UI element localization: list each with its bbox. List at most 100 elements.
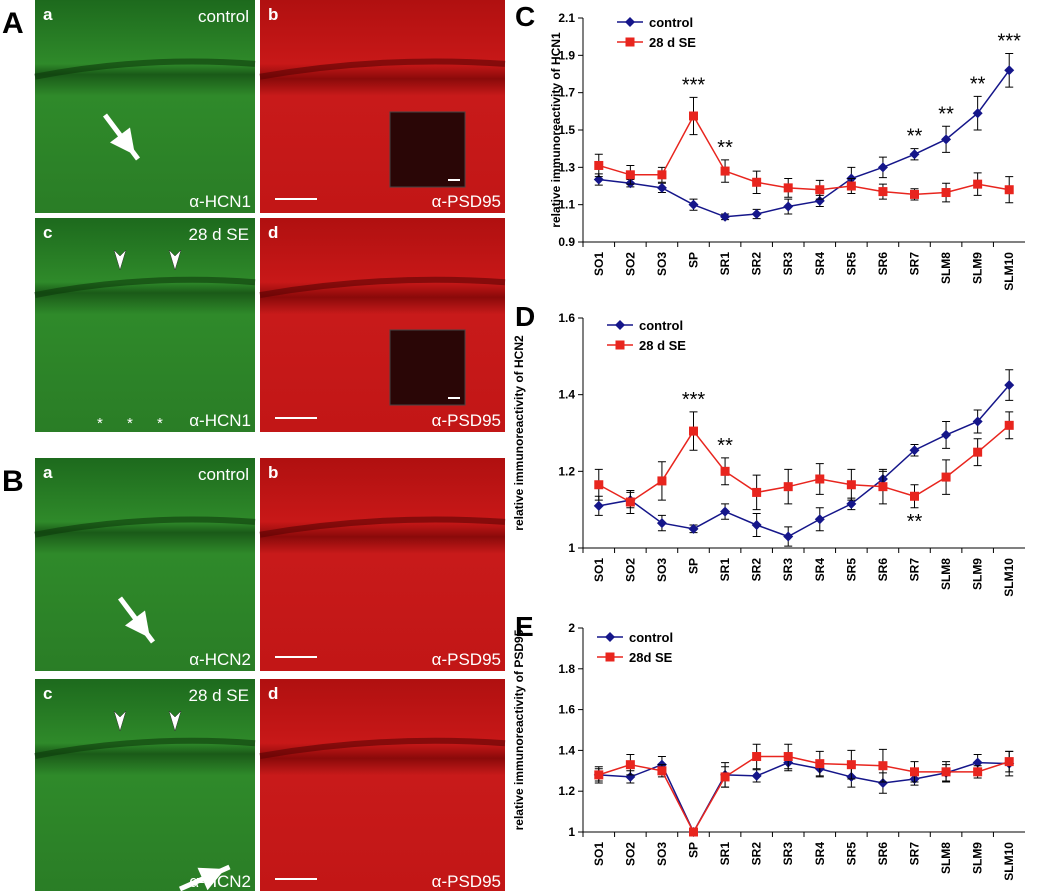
y-tick-label: 1.5 — [558, 123, 575, 137]
x-tick-label: SR4 — [813, 558, 827, 582]
data-point — [877, 162, 888, 173]
data-point — [910, 767, 919, 777]
data-point — [689, 426, 698, 436]
x-tick-label: SLM10 — [1002, 558, 1016, 597]
data-point — [605, 652, 615, 662]
asterisk-mark: * — [157, 415, 163, 432]
y-tick-label: 1.7 — [558, 86, 575, 100]
x-tick-label: SR6 — [876, 842, 890, 866]
y-tick-label: 1.9 — [558, 48, 575, 62]
arrowhead — [168, 710, 182, 732]
data-point — [783, 531, 794, 542]
data-point — [1004, 65, 1015, 76]
data-point — [615, 320, 625, 330]
legend-label: 28d SE — [629, 650, 673, 665]
x-tick-label: SLM10 — [1002, 252, 1016, 291]
significance-mark: ** — [907, 511, 923, 533]
x-tick-label: SO2 — [623, 842, 637, 866]
x-tick-label: SLM8 — [939, 558, 953, 590]
x-tick-label: SLM8 — [939, 252, 953, 284]
legend-label: control — [639, 318, 683, 333]
data-point — [1004, 420, 1014, 430]
condition-label: control — [198, 465, 249, 484]
data-point — [941, 134, 952, 145]
data-point — [657, 170, 667, 180]
significance-mark: *** — [998, 30, 1022, 52]
data-point — [689, 111, 698, 121]
x-tick-label: SR3 — [781, 252, 795, 276]
micrograph — [260, 218, 505, 432]
y-tick-label: 2.1 — [558, 11, 575, 25]
legend-label: 28 d SE — [649, 35, 696, 50]
data-point — [878, 761, 888, 771]
asterisk-mark: * — [127, 415, 133, 432]
y-tick-label: 0.9 — [558, 235, 575, 249]
micrograph — [35, 458, 255, 671]
series-line — [598, 755, 1010, 834]
condition-label: 28 d SE — [189, 225, 250, 244]
data-point — [625, 170, 635, 180]
arrowhead — [197, 867, 225, 891]
micrograph — [260, 0, 505, 213]
x-tick-label: SR1 — [718, 558, 732, 582]
stain-label: α-PSD95 — [432, 411, 501, 430]
panel-label: A — [2, 7, 24, 40]
panel-letter: c — [43, 684, 52, 703]
data-point — [752, 177, 762, 187]
micrograph — [35, 679, 255, 893]
x-tick-label: SO1 — [592, 842, 606, 866]
data-point — [657, 766, 667, 776]
condition-label: 28 d SE — [189, 686, 250, 705]
arrowhead — [113, 249, 127, 271]
data-point — [910, 491, 919, 501]
y-tick-label: 1.6 — [558, 311, 575, 325]
data-point — [689, 827, 698, 837]
data-point — [752, 752, 762, 762]
data-point — [720, 506, 731, 517]
x-tick-label: SO3 — [655, 842, 669, 866]
x-tick-label: SO2 — [623, 252, 637, 276]
y-tick-label: 1.2 — [558, 784, 575, 798]
data-point — [941, 188, 951, 198]
data-point — [878, 482, 888, 492]
x-tick-label: SR1 — [718, 842, 732, 866]
micrograph — [260, 458, 505, 671]
data-point — [720, 166, 730, 176]
cell-layer — [259, 737, 506, 759]
data-point — [846, 480, 856, 490]
panel-letter: c — [43, 223, 52, 242]
micrograph — [260, 679, 505, 893]
data-point — [783, 183, 793, 193]
series-line — [598, 114, 1010, 196]
x-tick-label: SR4 — [813, 252, 827, 276]
condition-label: control — [198, 7, 249, 26]
panel-letter: d — [268, 684, 278, 703]
x-tick-label: SR2 — [750, 252, 764, 276]
stain-label: α-PSD95 — [432, 872, 501, 891]
x-tick-label: SR6 — [876, 558, 890, 582]
data-point — [752, 487, 762, 497]
data-point — [972, 108, 983, 119]
data-point — [594, 480, 604, 490]
data-point — [1004, 757, 1014, 767]
data-point — [910, 189, 919, 199]
data-point — [973, 447, 983, 457]
significance-mark: ** — [938, 103, 954, 125]
y-tick-label: 1.4 — [558, 388, 575, 402]
y-tick-label: 1.8 — [558, 662, 575, 676]
data-point — [909, 445, 920, 456]
panel-letter: a — [43, 5, 53, 24]
data-point — [656, 518, 667, 529]
data-point — [593, 500, 604, 511]
panel-letter: d — [268, 223, 278, 242]
data-point — [878, 187, 888, 197]
x-tick-label: SO1 — [592, 558, 606, 582]
inset — [389, 329, 466, 406]
significance-mark: *** — [682, 74, 706, 96]
y-tick-label: 1.1 — [558, 198, 575, 212]
cell-layer — [34, 516, 256, 538]
x-tick-label: SR6 — [876, 252, 890, 276]
micrograph — [35, 218, 255, 432]
data-point — [656, 182, 667, 193]
x-tick-label: SR1 — [718, 252, 732, 276]
